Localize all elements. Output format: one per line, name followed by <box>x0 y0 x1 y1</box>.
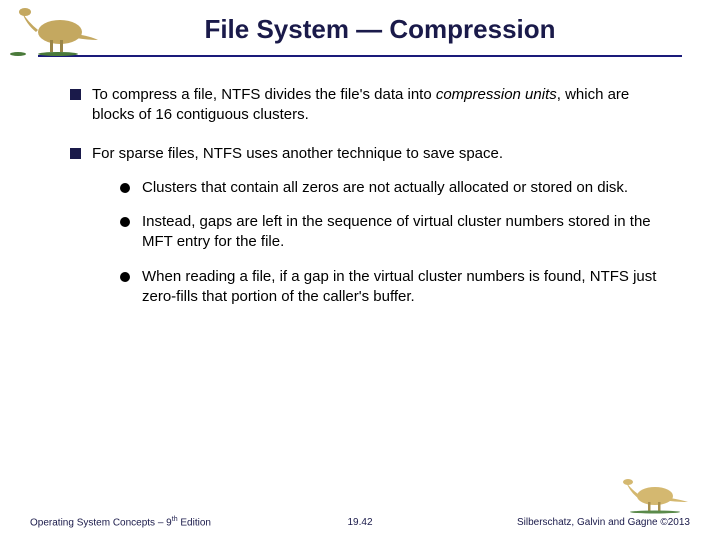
bullet-1-text-em: compression units <box>436 86 557 103</box>
subbullet-2a-text: Clusters that contain all zeros are not … <box>142 179 628 196</box>
footer-center: 19.42 <box>347 517 372 528</box>
subbullet-2b-text: Instead, gaps are left in the sequence o… <box>142 213 651 250</box>
content-area: To compress a file, NTFS divides the fil… <box>0 57 720 307</box>
subbullet-2b: Instead, gaps are left in the sequence o… <box>120 212 660 253</box>
footer-left-post: Edition <box>178 517 211 528</box>
slide-title: File System — Compression <box>70 14 690 45</box>
footer: Operating System Concepts – 9th Edition … <box>0 516 720 528</box>
bullet-1-text-pre: To compress a file, NTFS divides the fil… <box>92 86 436 103</box>
bullet-2-text: For sparse files, NTFS uses another tech… <box>92 145 503 162</box>
dinosaur-top-icon <box>10 2 100 57</box>
title-rule <box>38 55 682 57</box>
header: File System — Compression <box>0 0 720 57</box>
subbullet-2a: Clusters that contain all zeros are not … <box>120 178 660 198</box>
bullet-1: To compress a file, NTFS divides the fil… <box>70 85 660 126</box>
bullet-2: For sparse files, NTFS uses another tech… <box>70 144 660 308</box>
subbullet-2c-text: When reading a file, if a gap in the vir… <box>142 268 656 305</box>
subbullet-2c: When reading a file, if a gap in the vir… <box>120 267 660 308</box>
dinosaur-bottom-icon <box>620 474 690 514</box>
slide: File System — Compression To compress a … <box>0 0 720 540</box>
footer-left-pre: Operating System Concepts – 9 <box>30 517 172 528</box>
footer-left: Operating System Concepts – 9th Edition <box>30 516 211 528</box>
footer-right: Silberschatz, Galvin and Gagne ©2013 <box>517 517 690 528</box>
